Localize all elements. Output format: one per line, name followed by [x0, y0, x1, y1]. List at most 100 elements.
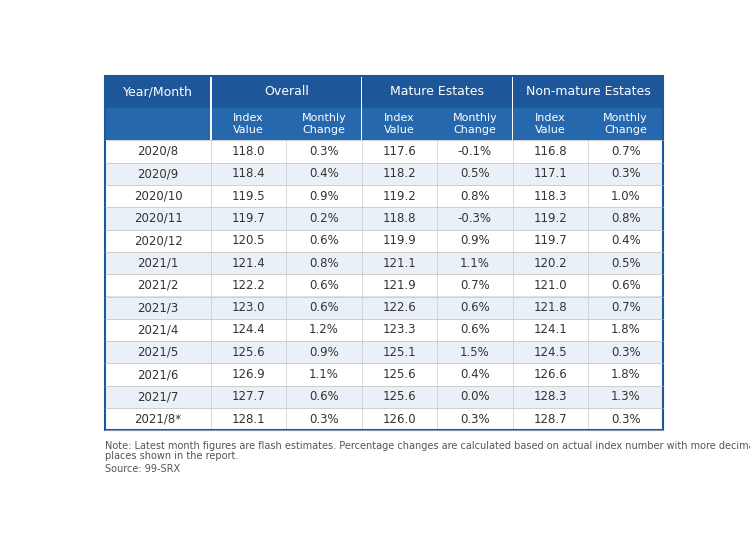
Text: 128.3: 128.3: [533, 391, 567, 403]
Bar: [286, 207, 362, 230]
Text: Index
Value: Index Value: [233, 113, 264, 135]
Bar: [362, 252, 437, 274]
Text: 2021/7: 2021/7: [137, 391, 178, 403]
Text: 118.2: 118.2: [382, 167, 416, 180]
Text: 0.7%: 0.7%: [610, 301, 640, 314]
Text: 0.6%: 0.6%: [460, 301, 490, 314]
Text: Monthly
Change: Monthly Change: [452, 113, 497, 135]
Text: 117.1: 117.1: [533, 167, 567, 180]
Text: 2020/12: 2020/12: [134, 234, 182, 247]
Bar: [588, 408, 663, 431]
Bar: [512, 185, 588, 207]
Bar: [105, 364, 211, 386]
Bar: [105, 341, 211, 364]
Text: 118.0: 118.0: [232, 145, 266, 158]
Bar: [286, 364, 362, 386]
Text: 2021/4: 2021/4: [137, 324, 178, 336]
Text: 125.1: 125.1: [382, 346, 416, 359]
Bar: [211, 252, 286, 274]
Bar: [512, 274, 588, 296]
Bar: [362, 140, 437, 163]
Bar: [437, 296, 512, 319]
Text: 2021/2: 2021/2: [137, 279, 178, 292]
Bar: [512, 408, 588, 431]
Text: 0.6%: 0.6%: [309, 279, 339, 292]
Text: Year/Month: Year/Month: [123, 85, 193, 98]
Bar: [512, 252, 588, 274]
Bar: [105, 185, 211, 207]
Text: 128.1: 128.1: [232, 413, 266, 426]
Text: 2021/6: 2021/6: [137, 368, 178, 381]
Bar: [588, 386, 663, 408]
Bar: [286, 252, 362, 274]
Text: 126.0: 126.0: [382, 413, 416, 426]
Bar: [588, 163, 663, 185]
Bar: [512, 364, 588, 386]
Text: 125.6: 125.6: [382, 368, 416, 381]
Text: Source: 99-SRX: Source: 99-SRX: [105, 464, 181, 474]
Text: 1.8%: 1.8%: [610, 368, 640, 381]
Bar: [437, 364, 512, 386]
Bar: [362, 108, 437, 140]
Bar: [588, 319, 663, 341]
Text: 121.8: 121.8: [533, 301, 567, 314]
Bar: [512, 341, 588, 364]
Text: 126.9: 126.9: [232, 368, 266, 381]
Bar: [362, 185, 437, 207]
Bar: [437, 163, 512, 185]
Text: 0.4%: 0.4%: [309, 167, 339, 180]
Bar: [588, 341, 663, 364]
Text: 0.9%: 0.9%: [309, 190, 339, 203]
Bar: [437, 230, 512, 252]
Text: 0.0%: 0.0%: [460, 391, 490, 403]
Text: 119.5: 119.5: [232, 190, 266, 203]
Bar: [211, 364, 286, 386]
Bar: [512, 296, 588, 319]
Bar: [211, 386, 286, 408]
Bar: [588, 252, 663, 274]
Text: Monthly
Change: Monthly Change: [603, 113, 648, 135]
Text: 0.6%: 0.6%: [309, 391, 339, 403]
Text: 0.3%: 0.3%: [610, 346, 640, 359]
Bar: [211, 230, 286, 252]
Text: 124.5: 124.5: [533, 346, 567, 359]
Text: 120.5: 120.5: [232, 234, 266, 247]
Bar: [362, 76, 512, 108]
Bar: [588, 185, 663, 207]
Text: -0.1%: -0.1%: [458, 145, 492, 158]
Text: 2021/5: 2021/5: [137, 346, 178, 359]
Bar: [512, 319, 588, 341]
Bar: [211, 163, 286, 185]
Text: 123.3: 123.3: [382, 324, 416, 336]
Text: 0.6%: 0.6%: [309, 234, 339, 247]
Text: 119.9: 119.9: [382, 234, 416, 247]
Bar: [512, 140, 588, 163]
Bar: [437, 274, 512, 296]
Bar: [588, 140, 663, 163]
Bar: [362, 207, 437, 230]
Bar: [437, 319, 512, 341]
Text: 0.3%: 0.3%: [309, 145, 339, 158]
Text: 117.6: 117.6: [382, 145, 416, 158]
Text: 121.1: 121.1: [382, 256, 416, 270]
Text: 2020/10: 2020/10: [134, 190, 182, 203]
Text: 121.4: 121.4: [232, 256, 266, 270]
Bar: [211, 341, 286, 364]
Text: 119.2: 119.2: [382, 190, 416, 203]
Text: 0.8%: 0.8%: [460, 190, 490, 203]
Bar: [211, 296, 286, 319]
Text: Note: Latest month figures are flash estimates. Percentage changes are calculate: Note: Latest month figures are flash est…: [105, 441, 750, 451]
Bar: [211, 207, 286, 230]
Text: 0.9%: 0.9%: [309, 346, 339, 359]
Text: 119.7: 119.7: [232, 212, 266, 225]
Text: 116.8: 116.8: [533, 145, 567, 158]
Text: Monthly
Change: Monthly Change: [302, 113, 346, 135]
Text: 0.4%: 0.4%: [460, 368, 490, 381]
Text: Non-mature Estates: Non-mature Estates: [526, 85, 650, 98]
Bar: [286, 108, 362, 140]
Bar: [512, 76, 663, 108]
Text: 1.0%: 1.0%: [610, 190, 640, 203]
Bar: [588, 207, 663, 230]
Bar: [588, 108, 663, 140]
Bar: [437, 252, 512, 274]
